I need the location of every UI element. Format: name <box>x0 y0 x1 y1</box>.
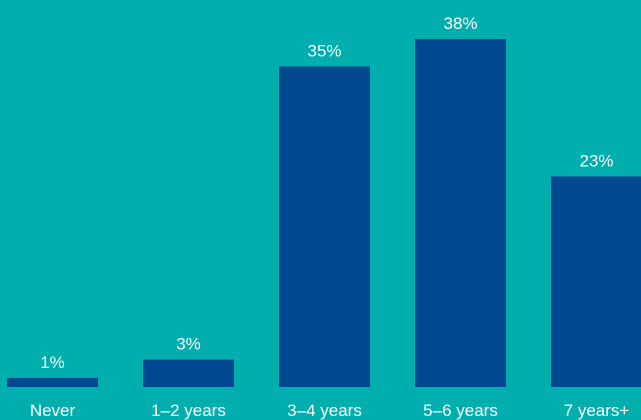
category-label-3: 5–6 years <box>423 401 498 420</box>
category-label-2: 3–4 years <box>287 401 362 420</box>
bar-3 <box>415 39 506 387</box>
bar-value-label-0: 1% <box>40 353 65 372</box>
bar-value-label-1: 3% <box>176 335 201 354</box>
bar-value-label-3: 38% <box>443 14 477 33</box>
bar-value-label-4: 23% <box>579 151 613 170</box>
bar-value-label-2: 35% <box>307 41 341 60</box>
category-label-1: 1–2 years <box>151 401 226 420</box>
category-label-0: Never <box>30 401 76 420</box>
category-label-4: 7 years+ <box>564 401 630 420</box>
bar-1 <box>143 359 234 387</box>
bar-2 <box>279 66 370 387</box>
bar-0 <box>7 377 98 387</box>
bar-4 <box>551 176 641 387</box>
